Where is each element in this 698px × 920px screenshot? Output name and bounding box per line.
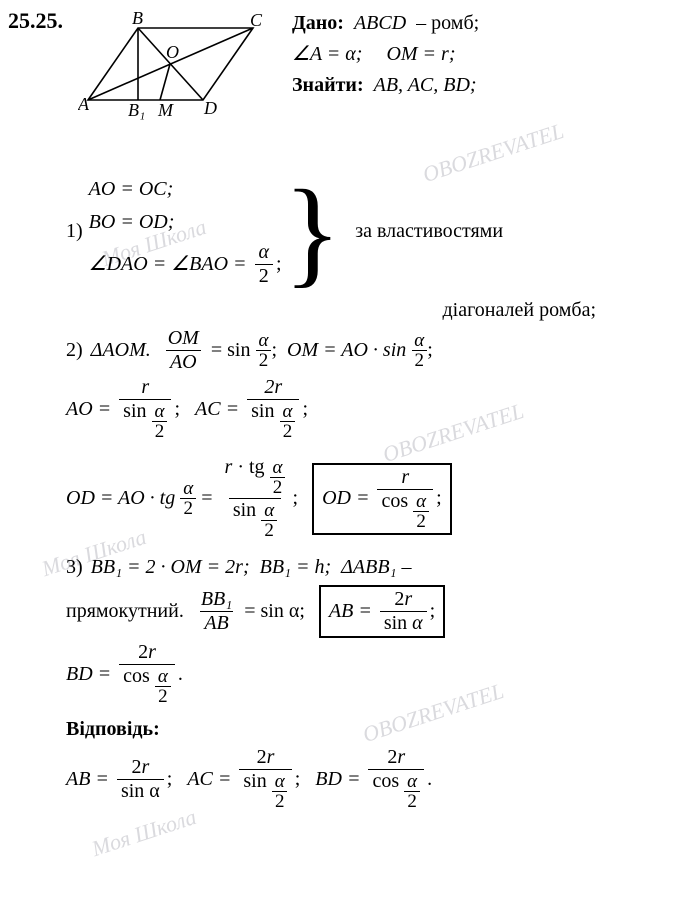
step3-row2: прямокутний. BB₁ AB = sin α; AB = 2rsin … (66, 585, 676, 638)
od2: OD = (322, 485, 369, 512)
r-over-sin: r sin α2 (119, 377, 171, 441)
given-find-list: AB, AC, BD; (374, 74, 477, 96)
given-abcd: ABCD (354, 12, 406, 34)
right-brace-icon: } (284, 184, 342, 280)
given-dano: Дано: (292, 12, 344, 34)
problem-number: 25.25. (8, 8, 63, 34)
rect: прямокутний. (66, 598, 184, 625)
bb1-over-ab: BB₁ AB (197, 589, 236, 634)
bd-eq: BD = (66, 661, 111, 688)
step1-num: 1) (66, 218, 83, 245)
od-eq: OD = AO · tg (66, 485, 175, 512)
step2-row2: AO = r sin α2 ; AC = 2r sin α2 ; (66, 377, 676, 441)
step2-row1: 2) ΔAOM. OM AO = sin α2 ; OM = AO · sin … (66, 328, 676, 373)
ao-eq: AO = (66, 396, 111, 423)
2r-over-sin: 2r sin α2 (247, 377, 299, 441)
label-O: O (166, 42, 179, 62)
ans-ac: AC = (187, 766, 231, 793)
step1-block: 1) AO = OC; BO = OD; ∠DAO = ∠BAO = α 2 ;… (66, 176, 676, 287)
rhombus-diagram: A B C D B₁ M O (78, 10, 268, 126)
s1-diag: діагоналей ромба; (36, 297, 596, 324)
ab-eq: AB = (329, 598, 372, 625)
step2-row3: OD = AO · tg α2 = r · tg α2 sin α2 ; OD … (66, 457, 676, 540)
ans-ab: AB = (66, 766, 109, 793)
abd: AB (204, 612, 228, 634)
dot: . (427, 766, 432, 793)
2r-over-cos: 2r cos α2 (119, 642, 175, 706)
given-block: Дано: ABCD – ромб; ∠A = α; OM = r; Знайт… (292, 8, 479, 101)
bb1h: BB₁ = h; (260, 554, 332, 581)
label-A: A (78, 94, 90, 114)
sina: = sin α; (244, 598, 305, 625)
two: 2 (255, 264, 273, 287)
label-C: C (250, 10, 263, 30)
label-B: B (132, 10, 143, 28)
ab-box: AB = 2rsin α; (319, 585, 445, 638)
s1-l2: BO = OD; (89, 211, 175, 233)
alpha-over-2: α 2 (255, 242, 274, 287)
given-om: OM = r; (386, 43, 455, 65)
om-over-ao: OM AO (164, 328, 203, 373)
tri3: ΔABB₁ – (341, 554, 411, 581)
s2-tri: ΔAOM. (91, 337, 151, 364)
given-rhomb: – ромб; (416, 12, 479, 34)
alpha-2b: α2 (411, 331, 427, 370)
alpha: α (259, 241, 270, 263)
two-r: 2r (264, 376, 282, 398)
step2-num: 2) (66, 337, 83, 364)
label-B1: B₁ (128, 100, 145, 120)
om-eq: OM = AO · sin (287, 337, 406, 364)
sina2: sin α (117, 779, 164, 802)
rtg-over-sin: r · tg α2 sin α2 (221, 457, 290, 540)
alpha-2: α2 (255, 331, 271, 370)
a2c: α2 (180, 479, 196, 518)
step3-num: 3) (66, 554, 83, 581)
bb1n: BB₁ (201, 588, 232, 610)
given-find: Знайти: (292, 74, 364, 96)
label-M: M (157, 100, 174, 120)
r: r (141, 376, 149, 398)
answer-head: Відповідь: (66, 716, 676, 743)
od-box: OD = r cos α2 ; (312, 463, 452, 535)
solution-body: 1) AO = OC; BO = OD; ∠DAO = ∠BAO = α 2 ;… (36, 170, 676, 815)
ans-bd: BD = (315, 766, 360, 793)
step3-row1: 3) BB₁ = 2 · OM = 2r; BB₁ = h; ΔABB₁ – (66, 554, 676, 581)
step3-row3: BD = 2r cos α2 . (66, 642, 676, 706)
s1-l3: ∠DAO = ∠BAO = (89, 251, 247, 278)
s1-prop: за властивостями (355, 218, 503, 245)
ao: AO (170, 351, 197, 373)
bb1: BB₁ = 2 · OM = 2r; (91, 554, 250, 581)
given-angle: ∠A = α; (292, 43, 362, 65)
semi: ; (276, 251, 282, 278)
answer-row: AB = 2rsin α; AC = 2rsin α2; BD = 2rcos … (66, 747, 676, 811)
label-D: D (203, 98, 217, 118)
s1-l1: AO = OC; (89, 178, 174, 200)
om: OM (168, 327, 199, 349)
ac-eq: AC = (195, 396, 239, 423)
